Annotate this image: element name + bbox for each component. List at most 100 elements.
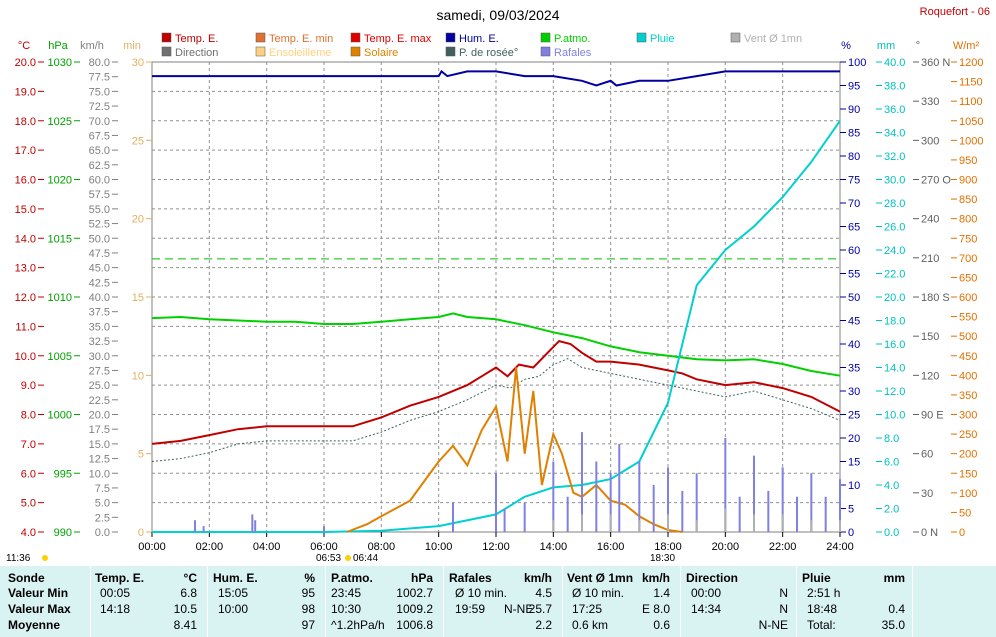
- humidity-axis-tick-label: 95: [848, 81, 860, 93]
- time-axis-tick-label: 12:00: [482, 541, 510, 553]
- humidity-axis-tick-label: 30: [848, 386, 860, 398]
- press-value: 1002.7: [396, 586, 433, 600]
- legend-swatch: [255, 32, 266, 43]
- press-value: 1006.8: [396, 618, 433, 632]
- direction-axis-tick-label: 60: [921, 449, 933, 461]
- wind-axis-tick-label: 62.5: [89, 160, 110, 172]
- direction-axis-unit: °: [916, 40, 920, 52]
- wind-axis-tick-label: 67.5: [89, 130, 110, 142]
- dir-time: 00:00: [691, 586, 722, 600]
- sunset-label: 18:30: [650, 553, 675, 564]
- solar-axis-tick-label: 250: [959, 429, 977, 441]
- stats-row-label: Moyenne: [8, 618, 61, 632]
- rain-axis-unit: mm: [877, 40, 895, 52]
- wind-axis-tick-label: 20.0: [89, 410, 110, 422]
- legend-label: Temp. E.: [175, 33, 218, 45]
- hum-value: 95: [301, 586, 315, 600]
- legend-swatch: [445, 46, 456, 57]
- wind-axis-tick-label: 57.5: [89, 189, 110, 201]
- time-axis-tick-label: 08:00: [368, 541, 396, 553]
- min-axis-tick-label: 10: [132, 370, 144, 382]
- rain-axis-tick-label: 40.0: [884, 57, 905, 69]
- rain-axis-tick-label: 22.0: [884, 269, 905, 281]
- rain-axis-tick-label: 0.0: [884, 527, 899, 539]
- legend-swatch: [255, 46, 266, 57]
- wind-axis-tick-label: 25.0: [89, 380, 110, 392]
- series-line-5: [346, 367, 683, 533]
- solar-axis-tick-label: 550: [959, 312, 977, 324]
- wind-axis-tick-label: 12.5: [89, 454, 110, 466]
- direction-axis-tick-label: 150: [921, 331, 939, 343]
- humidity-axis-tick-label: 65: [848, 222, 860, 234]
- stats-header: hPa: [410, 571, 433, 585]
- temp-axis-tick-label: 19.0: [15, 86, 36, 98]
- temp-time: 00:05: [100, 586, 131, 600]
- time-axis-tick-label: 22:00: [769, 541, 797, 553]
- temp-axis-unit: °C: [18, 40, 30, 52]
- wind-axis-tick-label: 27.5: [89, 365, 110, 377]
- stats-column-divider: [325, 566, 326, 637]
- legend-swatch: [161, 46, 172, 57]
- stats-header: Hum. E.: [213, 571, 258, 585]
- wind-axis-tick-label: 40.0: [89, 292, 110, 304]
- rain-time: Total:: [807, 618, 836, 632]
- wind-axis-tick-label: 47.5: [89, 248, 110, 260]
- min-axis-tick-label: 0: [138, 527, 144, 539]
- humidity-axis-tick-label: 80: [848, 151, 860, 163]
- weather-chart: samedi, 09/03/2024 Roquefort - 06 Temp. …: [6, 6, 990, 564]
- stats-column-divider: [443, 566, 444, 637]
- temp-axis-tick-label: 6.0: [21, 468, 36, 480]
- sunrise-label: 06:53: [316, 553, 341, 564]
- temp-axis-tick-label: 18.0: [15, 116, 36, 128]
- min-axis-unit: min: [123, 40, 141, 52]
- solar-axis-tick-label: 450: [959, 351, 977, 363]
- temp-time: 14:18: [100, 602, 131, 616]
- hum-time: 10:00: [218, 602, 249, 616]
- pressure-axis-tick-label: 1025: [48, 116, 72, 128]
- pressure-axis-unit: hPa: [48, 40, 68, 52]
- rain-axis-tick-label: 34.0: [884, 128, 905, 140]
- direction-axis-tick-label: 180 S: [921, 292, 950, 304]
- humidity-axis-tick-label: 60: [848, 245, 860, 257]
- temp-axis-tick-label: 11.0: [15, 321, 36, 333]
- temp-value: 6.8: [180, 586, 197, 600]
- direction-axis-tick-label: 330: [921, 96, 939, 108]
- chart-axes: 20.0 19.0 18.0 17.0 16.0 15.0 14.0 13.0 12.0 11.0…: [15, 40, 984, 553]
- humidity-axis-tick-label: 70: [848, 198, 860, 210]
- station-name: Roquefort - 06: [920, 6, 990, 18]
- wind-axis-unit: km/h: [80, 40, 104, 52]
- pressure-axis-tick-label: 1000: [48, 410, 72, 422]
- solar-axis-tick-label: 1000: [959, 135, 983, 147]
- stats-header: km/h: [641, 571, 670, 585]
- wind-axis-tick-label: 37.5: [89, 307, 110, 319]
- solar-axis-tick-label: 50: [959, 507, 971, 519]
- rain-axis-tick-label: 4.0: [884, 480, 899, 492]
- solar-axis-tick-label: 500: [959, 331, 977, 343]
- rain-axis-tick-label: 24.0: [884, 245, 905, 257]
- time-axis-tick-label: 18:00: [654, 541, 682, 553]
- temp-axis-tick-label: 5.0: [21, 498, 36, 510]
- wind-axis-tick-label: 77.5: [89, 72, 110, 84]
- dir-value: N-NE: [758, 618, 788, 632]
- humidity-axis-tick-label: 40: [848, 339, 860, 351]
- stats-column-divider: [562, 566, 563, 637]
- wind-value: E 8.0: [641, 602, 670, 616]
- pressure-axis-tick-label: 995: [54, 468, 72, 480]
- stats-header: %: [304, 571, 315, 585]
- time-axis-tick-label: 06:00: [310, 541, 338, 553]
- temp-axis-tick-label: 7.0: [21, 439, 36, 451]
- temp-axis-tick-label: 14.0: [15, 233, 36, 245]
- rain-axis-tick-label: 28.0: [884, 198, 905, 210]
- humidity-axis-tick-label: 15: [848, 457, 860, 469]
- rain-axis-tick-label: 32.0: [884, 151, 905, 163]
- solar-axis-tick-label: 350: [959, 390, 977, 402]
- stats-column-divider: [680, 566, 681, 637]
- legend-label: Temp. E. max: [364, 33, 432, 45]
- solar-axis-tick-label: 900: [959, 175, 977, 187]
- time-axis-tick-label: 14:00: [540, 541, 568, 553]
- temp-value: 10.5: [173, 602, 197, 616]
- stats-header: °C: [183, 571, 197, 585]
- pressure-axis-tick-label: 1030: [48, 57, 72, 69]
- stats-header: mm: [883, 571, 905, 585]
- solar-axis-unit: W/m²: [953, 40, 980, 52]
